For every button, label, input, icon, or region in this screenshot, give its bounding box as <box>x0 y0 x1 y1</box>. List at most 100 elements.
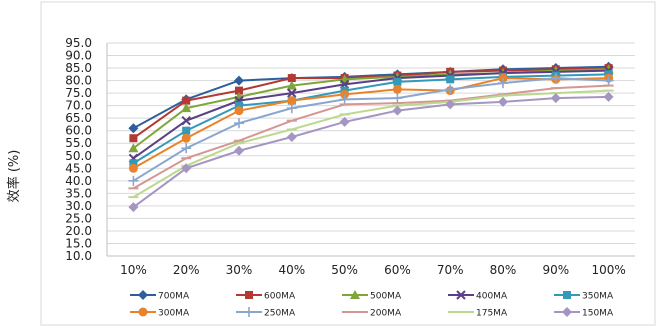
legend-item: 175MA <box>448 309 508 319</box>
data-point <box>339 94 350 105</box>
data-point <box>234 145 244 156</box>
data-point <box>287 96 297 106</box>
legend-label: 500MA <box>370 292 402 302</box>
legend-marker <box>244 307 254 317</box>
data-point <box>340 89 350 99</box>
x-tick-label: 20% <box>173 263 200 277</box>
data-point <box>128 175 139 186</box>
legend-item: 200MA <box>342 309 402 319</box>
data-point <box>128 202 139 213</box>
data-point <box>182 126 191 135</box>
x-tick-label: 30% <box>226 263 253 277</box>
x-tick-label: 100% <box>591 263 625 277</box>
legend: 700MA 600MA 500MA 400MA 350MA 300MA 250MA 200MA… <box>130 290 614 319</box>
series-300ma <box>128 73 614 173</box>
data-point <box>181 133 191 143</box>
data-point <box>446 75 455 84</box>
data-point <box>445 99 456 110</box>
series-line <box>132 89 609 198</box>
data-point <box>129 134 138 143</box>
series-250ma <box>128 73 614 186</box>
series-line <box>132 69 609 160</box>
legend-item: 350MA <box>554 291 614 302</box>
data-point <box>393 77 402 86</box>
x-tick-label: 60% <box>384 263 411 277</box>
data-point <box>498 96 508 107</box>
data-point <box>445 84 456 95</box>
y-tick-label: 65.0 <box>65 111 92 125</box>
data-point <box>181 103 192 113</box>
legend-label: 600MA <box>264 292 296 302</box>
y-tick-label: 30.0 <box>65 199 92 213</box>
series-line <box>132 77 609 182</box>
y-tick-label: 55.0 <box>65 136 92 150</box>
data-point <box>181 163 192 174</box>
y-tick-label: 70.0 <box>65 99 92 113</box>
legend-item: 150MA <box>554 307 614 319</box>
data-point <box>498 78 508 89</box>
series-line <box>132 84 609 190</box>
data-point <box>286 103 297 114</box>
legend-marker <box>138 290 148 300</box>
legend-marker <box>245 291 253 299</box>
x-tick-label: 40% <box>278 263 305 277</box>
data-point <box>603 91 614 102</box>
data-point <box>128 123 139 134</box>
y-tick-label: 45.0 <box>65 161 92 175</box>
y-tick-labels: 10.015.020.025.030.035.040.045.050.055.0… <box>65 36 92 263</box>
data-point <box>287 88 297 98</box>
data-point <box>234 118 244 129</box>
legend-item: 500MA <box>342 290 402 302</box>
data-point <box>181 115 191 126</box>
series-line <box>132 67 609 140</box>
legend-label: 300MA <box>158 309 190 319</box>
legend-label: 200MA <box>370 309 402 319</box>
legend-item: 400MA <box>448 290 508 302</box>
y-tick-label: 10.0 <box>65 249 92 263</box>
x-tick-label: 70% <box>437 263 464 277</box>
legend-label: 250MA <box>264 309 296 319</box>
y-axis-label: 效率 (%) <box>6 150 22 203</box>
legend-item: 700MA <box>130 290 190 302</box>
y-tick-label: 95.0 <box>65 36 92 50</box>
legend-marker <box>562 307 572 317</box>
data-point <box>286 131 297 142</box>
series-line <box>132 65 609 130</box>
legend-marker <box>563 291 571 299</box>
series-line <box>132 77 609 170</box>
data-point <box>603 75 614 86</box>
series-line <box>132 95 609 208</box>
y-tick-label: 85.0 <box>65 61 92 75</box>
y-tick-label: 75.0 <box>65 86 92 100</box>
legend-label: 700MA <box>158 292 190 302</box>
x-tick-labels: 10% 20% 30% 40% 50% 60% 70% 80% 90% 100% <box>120 263 626 277</box>
y-tick-label: 15.0 <box>65 236 92 250</box>
y-tick-label: 50.0 <box>65 149 92 163</box>
series-layer <box>128 61 614 213</box>
series-150ma <box>128 91 614 213</box>
data-point <box>129 159 138 168</box>
data-point <box>234 75 244 86</box>
data-point <box>392 84 402 94</box>
x-tick-label: 10% <box>120 263 147 277</box>
data-point <box>182 96 191 105</box>
data-point <box>392 93 403 104</box>
data-point <box>235 101 243 110</box>
y-tick-label: 20.0 <box>65 224 92 238</box>
legend-label: 175MA <box>476 309 508 319</box>
y-tick-label: 35.0 <box>65 186 92 200</box>
data-point <box>287 74 296 83</box>
data-point <box>128 163 138 173</box>
y-tick-label: 25.0 <box>65 211 92 225</box>
x-tick-label: 90% <box>542 263 569 277</box>
legend-marker <box>350 290 360 299</box>
legend-label: 350MA <box>582 292 614 302</box>
data-point <box>339 116 350 127</box>
data-point <box>286 80 297 90</box>
legend-marker <box>456 290 466 300</box>
y-tick-label: 90.0 <box>65 49 92 63</box>
y-tick-label: 60.0 <box>65 124 92 138</box>
legend-label: 150MA <box>582 309 614 319</box>
data-point <box>392 105 403 116</box>
